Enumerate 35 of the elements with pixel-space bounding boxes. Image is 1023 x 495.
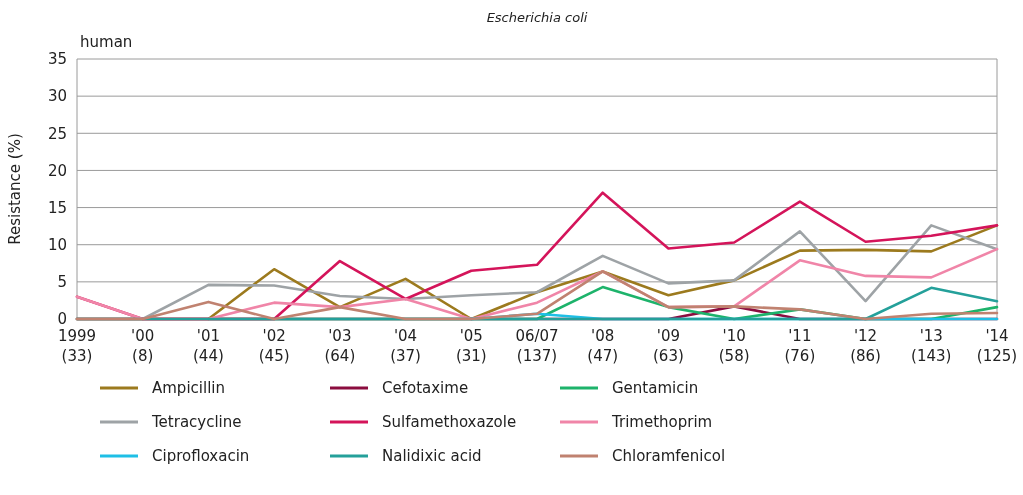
legend-label: Sulfamethoxazole [382,413,517,432]
legend-label: Tetracycline [151,413,242,432]
y-tick-label: 15 [47,198,67,217]
legend-label: Cefotaxime [382,379,469,398]
x-tick-label: '14 (125) [976,327,1018,365]
y-tick-label: 30 [47,87,67,106]
y-tick-label: 35 [47,50,67,69]
x-tick-label: '13 (143) [911,327,952,365]
legend-label: Gentamicin [612,379,699,398]
legend-label: Trimethoprim [611,413,713,432]
y-tick-label: 20 [47,161,67,180]
x-tick-label: '12 (86) [850,327,881,365]
y-axis-title: Resistance (%) [6,133,24,245]
x-tick-label: '04 (37) [390,327,421,365]
x-tick-label: 06/07 (137) [515,327,559,365]
x-tick-label: '08 (47) [587,327,619,365]
x-tick-label: '11 (76) [784,327,816,365]
legend-label: Ciprofloxacin [152,447,250,466]
text: human [80,33,133,51]
chart-title: Escherichia coli [486,10,588,25]
x-tick-label: '09 (63) [653,327,684,365]
y-tick-label: 25 [47,124,67,143]
x-tick-label: '03 (64) [324,327,356,365]
x-tick-label: '02 (45) [258,327,290,365]
legend-label: Ampicillin [152,379,225,398]
legend-label: Chloramfenicol [612,447,726,466]
legend-label: Nalidixic acid [382,447,482,466]
y-tick-label: 5 [57,273,67,292]
x-tick-label: 1999 (33) [57,327,97,365]
x-tick-label: '05 (31) [455,327,487,365]
y-tick-label: 0 [57,310,67,329]
x-tick-label: '00 (8) [131,327,155,365]
x-tick-label: '01 (44) [193,327,224,365]
y-tick-label: 10 [47,235,67,254]
x-tick-label: '10 (58) [718,327,750,365]
